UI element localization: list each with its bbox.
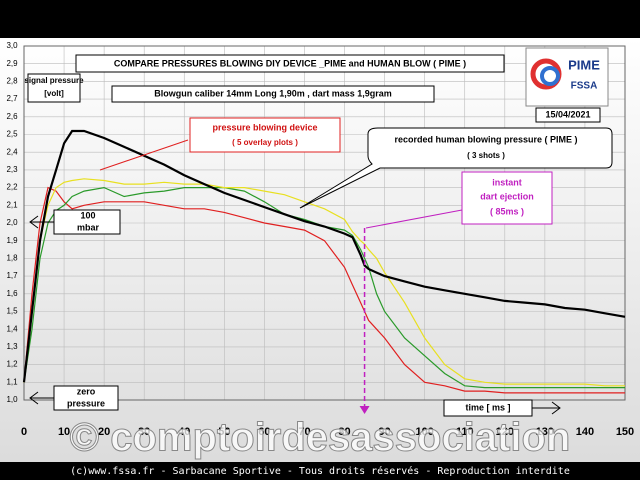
y-label-box bbox=[27, 73, 81, 103]
y-tick-label: 1,6 bbox=[6, 289, 18, 298]
logo-text: FSSA bbox=[571, 81, 598, 92]
x-tick-label: 130 bbox=[536, 426, 554, 438]
y-tick-label: 2,1 bbox=[6, 200, 18, 209]
annotation: mbar bbox=[77, 222, 100, 232]
mbar-box bbox=[53, 209, 121, 235]
y-tick-label: 3,0 bbox=[6, 41, 18, 50]
annotation: instant bbox=[492, 177, 522, 187]
x-tick-label: 110 bbox=[456, 426, 474, 438]
callout-line bbox=[365, 209, 463, 229]
x-tick-label: 150 bbox=[616, 426, 634, 438]
footer: (c)www.fssa.fr - Sarbacane Sportive - To… bbox=[70, 465, 570, 477]
zero-box bbox=[53, 385, 119, 411]
x-tick-label: 100 bbox=[415, 426, 433, 438]
y-tick-label: 2,7 bbox=[6, 94, 18, 103]
arrow bbox=[532, 401, 561, 415]
y-tick-label: 1,2 bbox=[6, 360, 18, 369]
arrow bbox=[29, 391, 54, 405]
line-series bbox=[22, 129, 626, 383]
callout-line bbox=[99, 139, 189, 171]
x-tick-label: 30 bbox=[138, 426, 150, 438]
y-tick-label: 1,1 bbox=[6, 377, 18, 386]
x-tick-label: 60 bbox=[258, 426, 270, 438]
y-tick-label: 2,0 bbox=[6, 218, 18, 227]
annotation: pressure blowing device bbox=[212, 122, 317, 132]
date-box bbox=[535, 107, 601, 123]
y-tick-label: 1,4 bbox=[6, 324, 18, 333]
x-label: time [ ms ] bbox=[465, 402, 510, 412]
line-series bbox=[23, 186, 625, 394]
annotation: ( 3 shots ) bbox=[467, 151, 505, 160]
chart-title: COMPARE PRESSURES BLOWING DIY DEVICE _PI… bbox=[114, 58, 466, 68]
y-tick-label: 2,6 bbox=[6, 112, 18, 121]
y-tick-label: 2,2 bbox=[6, 183, 18, 192]
subtitle: Blowgun caliber 14mm Long 1,90m , dart m… bbox=[154, 88, 392, 98]
y-tick-label: 2,9 bbox=[6, 59, 18, 68]
annotation: recorded human blowing pressure ( PIME ) bbox=[394, 134, 577, 144]
y-label: signal pressure bbox=[24, 76, 84, 85]
footer-band bbox=[0, 462, 640, 480]
x-tick-label: 50 bbox=[218, 426, 230, 438]
y-tick-label: 2,5 bbox=[6, 130, 18, 139]
x-tick-label: 90 bbox=[378, 426, 390, 438]
x-tick-label: 120 bbox=[496, 426, 514, 438]
y-label: [volt] bbox=[44, 89, 64, 98]
y-tick-label: 1,5 bbox=[6, 307, 18, 316]
date: 15/04/2021 bbox=[545, 109, 590, 119]
watermark: © comptoirdesassociation bbox=[70, 416, 571, 460]
annotation: ( 85ms ) bbox=[490, 206, 524, 216]
logo-text: PIME bbox=[568, 57, 600, 72]
y-tick-label: 1,0 bbox=[6, 395, 18, 404]
logo-ring bbox=[540, 66, 560, 86]
x-tick-label: 0 bbox=[21, 426, 27, 438]
x-tick-label: 140 bbox=[576, 426, 594, 438]
device-box bbox=[189, 117, 341, 153]
annotation: dart ejection bbox=[480, 191, 534, 201]
annotation: 100 bbox=[80, 210, 95, 220]
y-tick-label: 1,3 bbox=[6, 342, 18, 351]
y-tick-label: 2,8 bbox=[6, 77, 18, 86]
x-tick-label: 80 bbox=[338, 426, 350, 438]
x-tick-label: 40 bbox=[178, 426, 190, 438]
ejection-box bbox=[461, 171, 553, 225]
x-tick-label: 20 bbox=[98, 426, 110, 438]
subtitle-box bbox=[111, 85, 435, 103]
annotation: zero bbox=[77, 386, 96, 396]
title-box bbox=[75, 54, 505, 73]
speech-bubble bbox=[299, 127, 613, 209]
annotation: pressure bbox=[67, 398, 105, 408]
plot-frame bbox=[23, 45, 626, 401]
y-tick-label: 2,4 bbox=[6, 147, 18, 156]
x-tick-label: 10 bbox=[58, 426, 70, 438]
arrow bbox=[29, 215, 54, 229]
line-series bbox=[23, 178, 625, 387]
y-tick-label: 1,7 bbox=[6, 271, 18, 280]
x-tick-label: 70 bbox=[298, 426, 310, 438]
annotation: ( 5 overlay plots ) bbox=[232, 138, 298, 147]
ejection-arrowhead bbox=[359, 406, 370, 414]
logo-box bbox=[525, 47, 609, 107]
y-tick-label: 1,9 bbox=[6, 236, 18, 245]
y-tick-label: 2,3 bbox=[6, 165, 18, 174]
y-tick-label: 1,8 bbox=[6, 254, 18, 263]
top-band bbox=[0, 0, 640, 38]
